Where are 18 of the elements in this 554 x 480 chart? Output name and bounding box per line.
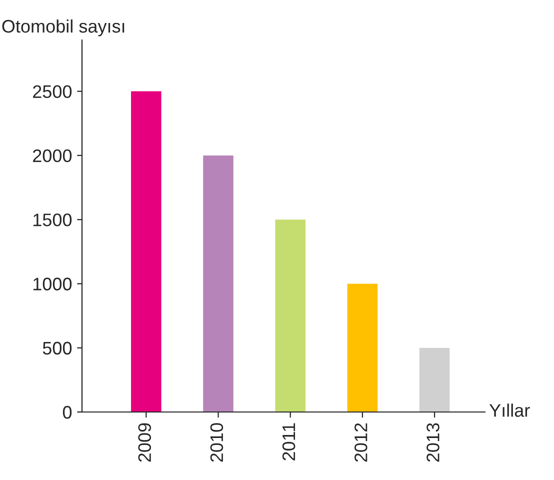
x-tick-label: 2009 xyxy=(138,423,152,462)
x-tick-label: 2012 xyxy=(354,423,368,462)
bar xyxy=(203,155,234,412)
bar xyxy=(347,284,378,412)
x-axis-title: Yıllar xyxy=(489,404,530,417)
x-tick-label: 2010 xyxy=(210,423,224,462)
y-axis-title: Otomobil sayısı xyxy=(2,19,124,36)
y-tick-label: 2500 xyxy=(33,85,72,98)
x-tick-label: 2013 xyxy=(426,423,440,462)
y-tick-label: 2000 xyxy=(33,149,72,162)
x-tick-label: 2011 xyxy=(282,423,296,460)
y-tick-label: 1500 xyxy=(33,214,72,226)
y-tick-label: 0 xyxy=(62,406,72,419)
bar xyxy=(131,91,162,412)
bar xyxy=(275,220,306,412)
y-tick-label: 500 xyxy=(42,342,72,355)
bar xyxy=(419,348,450,412)
y-tick-label: 1000 xyxy=(33,278,72,290)
